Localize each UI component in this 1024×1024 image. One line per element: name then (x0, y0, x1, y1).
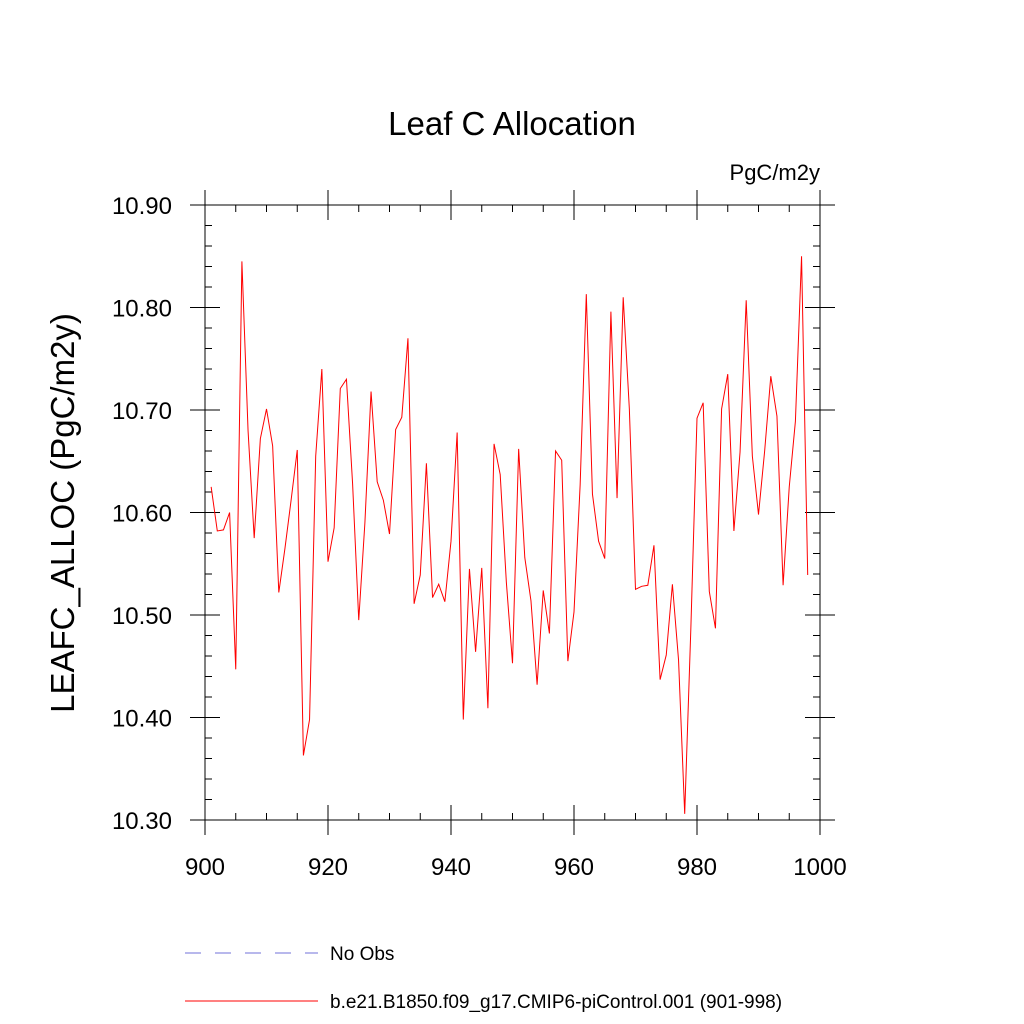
legend: No Obs b.e21.B1850.f09_g17.CMIP6-piContr… (185, 944, 782, 1013)
axis-tick-labels: 900 920 940 960 980 1000 10.30 10.40 10.50 10.60 1… (112, 193, 847, 881)
x-tick-label: 980 (677, 854, 717, 881)
plot-area (210, 256, 809, 814)
x-tick-label: 920 (308, 854, 348, 881)
y-tick-label: 10.60 (112, 501, 172, 528)
x-tick-label: 940 (431, 854, 471, 881)
y-tick-label: 10.90 (112, 193, 172, 220)
legend-label-no-obs: No Obs (330, 944, 394, 965)
x-tick-label: 1000 (793, 854, 846, 881)
chart-title: Leaf C Allocation (388, 105, 636, 142)
series-line-0 (210, 256, 809, 814)
y-axis-label: LEAFC_ALLOC (PgC/m2y) (44, 313, 81, 713)
plot-frame (204, 204, 821, 821)
x-tick-label: 960 (554, 854, 594, 881)
y-tick-label: 10.50 (112, 603, 172, 630)
units-label: PgC/m2y (730, 160, 820, 185)
y-tick-label: 10.40 (112, 706, 172, 733)
y-tick-label: 10.30 (112, 808, 172, 835)
legend-label-picontrol: b.e21.B1850.f09_g17.CMIP6-piControl.001 … (330, 992, 782, 1013)
axis-ticks (190, 190, 835, 835)
y-tick-label: 10.80 (112, 296, 172, 323)
x-tick-label: 900 (185, 854, 225, 881)
y-tick-label: 10.70 (112, 398, 172, 425)
